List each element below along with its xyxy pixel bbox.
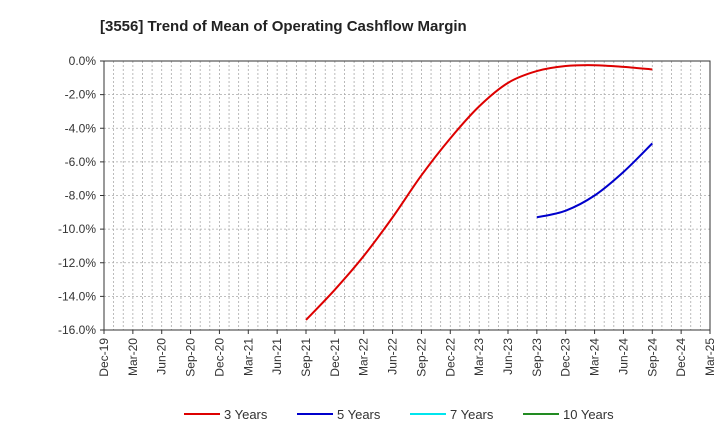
x-tick-label: Jun-24 [616,338,630,375]
legend-label: 7 Years [450,407,494,422]
x-tick-label: Dec-19 [97,338,111,377]
x-tick-label: Sep-24 [645,338,659,377]
x-tick-label: Mar-22 [357,338,371,376]
y-tick-label: -10.0% [58,222,96,236]
x-tick-label: Jun-23 [501,338,515,375]
x-tick-label: Mar-23 [472,338,486,376]
y-tick-label: -12.0% [58,256,96,270]
series-line-3-years [305,64,653,321]
y-tick-label: -4.0% [65,121,97,135]
y-tick-label: 0.0% [69,54,97,68]
x-tick-label: Dec-21 [328,338,342,377]
x-tick-label: Mar-21 [241,338,255,376]
legend-label: 3 Years [224,407,268,422]
x-tick-label: Mar-24 [588,338,602,376]
legend-item-5-years: 5 Years [297,407,381,422]
x-tick-label: Sep-23 [530,338,544,377]
y-tick-label: -6.0% [65,155,97,169]
x-tick-label: Sep-22 [414,338,428,377]
legend-label: 10 Years [563,407,614,422]
x-tick-label: Sep-21 [299,338,313,377]
y-tick-label: -2.0% [65,88,97,102]
x-tick-label: Jun-20 [155,338,169,375]
x-tick-label: Dec-23 [559,338,573,377]
x-tick-label: Mar-20 [126,338,140,376]
series-lines [305,64,653,321]
x-axis: Dec-19 Mar-20 Jun-20 Sep-20 Dec-20 Mar-21 Jun-… [97,330,717,377]
y-axis: 0.0% -2.0% -4.0% -6.0% -8.0% -10.0% -12.0% -14.… [58,54,104,337]
legend-item-10-years: 10 Years [523,407,614,422]
y-tick-label: -8.0% [65,189,97,203]
chart-title: [3556] Trend of Mean of Operating Cashfl… [100,18,467,35]
x-tick-label: Jun-21 [270,338,284,375]
series-line-5-years [536,142,653,219]
legend-item-7-years: 7 Years [410,407,494,422]
legend-label: 5 Years [337,407,381,422]
legend-item-3-years: 3 Years [184,407,268,422]
y-tick-label: -16.0% [58,323,96,337]
legend: 3 Years 5 Years 7 Years 10 Years [184,407,614,422]
x-tick-label: Dec-22 [443,338,457,377]
x-tick-label: Jun-22 [386,338,400,375]
x-tick-label: Mar-25 [703,338,717,376]
y-tick-label: -14.0% [58,289,96,303]
x-tick-label: Dec-20 [212,338,226,377]
x-tick-label: Dec-24 [674,338,688,377]
x-tick-label: Sep-20 [184,338,198,377]
